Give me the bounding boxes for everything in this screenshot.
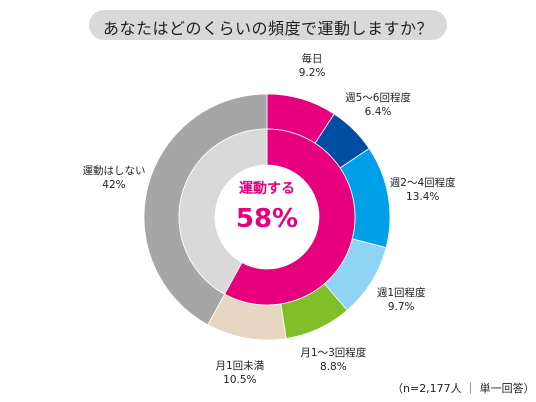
slice-label-name-6: 運動はしない — [82, 164, 146, 177]
center-label: 運動する — [239, 180, 295, 197]
slice-label-name-0: 毎日 — [301, 52, 323, 65]
sample-note: （n=2,177人 ｜ 単一回答） — [392, 382, 535, 395]
center-value: 58% — [236, 204, 298, 234]
donut-hole — [215, 165, 319, 269]
slice-label-value-0: 9.2% — [298, 66, 326, 79]
slice-label-4: 月1～3回程度 8.8% — [300, 346, 366, 374]
slice-label-6: 運動はしない 42% — [82, 164, 145, 192]
outer-ring — [143, 93, 391, 341]
slice-label-value-5: 10.5% — [223, 373, 257, 386]
slice-label-5: 月1回未満 10.5% — [215, 359, 264, 387]
slice-label-0: 毎日 9.2% — [299, 52, 326, 80]
slice-label-3: 週1回程度 9.7% — [377, 286, 426, 314]
slice-label-name-1: 週5～6回程度 — [345, 91, 411, 104]
chart-title: あなたはどのくらいの頻度で運動しますか？ — [102, 19, 433, 38]
slice-label-1: 週5～6回程度 6.4% — [345, 91, 411, 119]
slice-label-value-4: 8.8% — [320, 361, 347, 374]
slice-label-value-2: 13.4% — [406, 191, 440, 204]
title-banner: あなたはどのくらいの頻度で運動しますか？ — [89, 10, 447, 40]
slice-label-value-6: 42% — [102, 178, 126, 191]
slice-label-value-3: 9.7% — [387, 301, 415, 314]
slice-label-value-1: 6.4% — [364, 105, 392, 118]
slice-label-name-2: 週2～4回程度 — [389, 177, 456, 190]
slice-label-2: 週2～4回程度 13.4% — [390, 176, 456, 204]
slice-label-name-5: 月1回未満 — [215, 359, 265, 372]
slice-label-name-3: 週1回程度 — [376, 287, 426, 300]
slice-label-name-4: 月1～3回程度 — [300, 347, 367, 360]
